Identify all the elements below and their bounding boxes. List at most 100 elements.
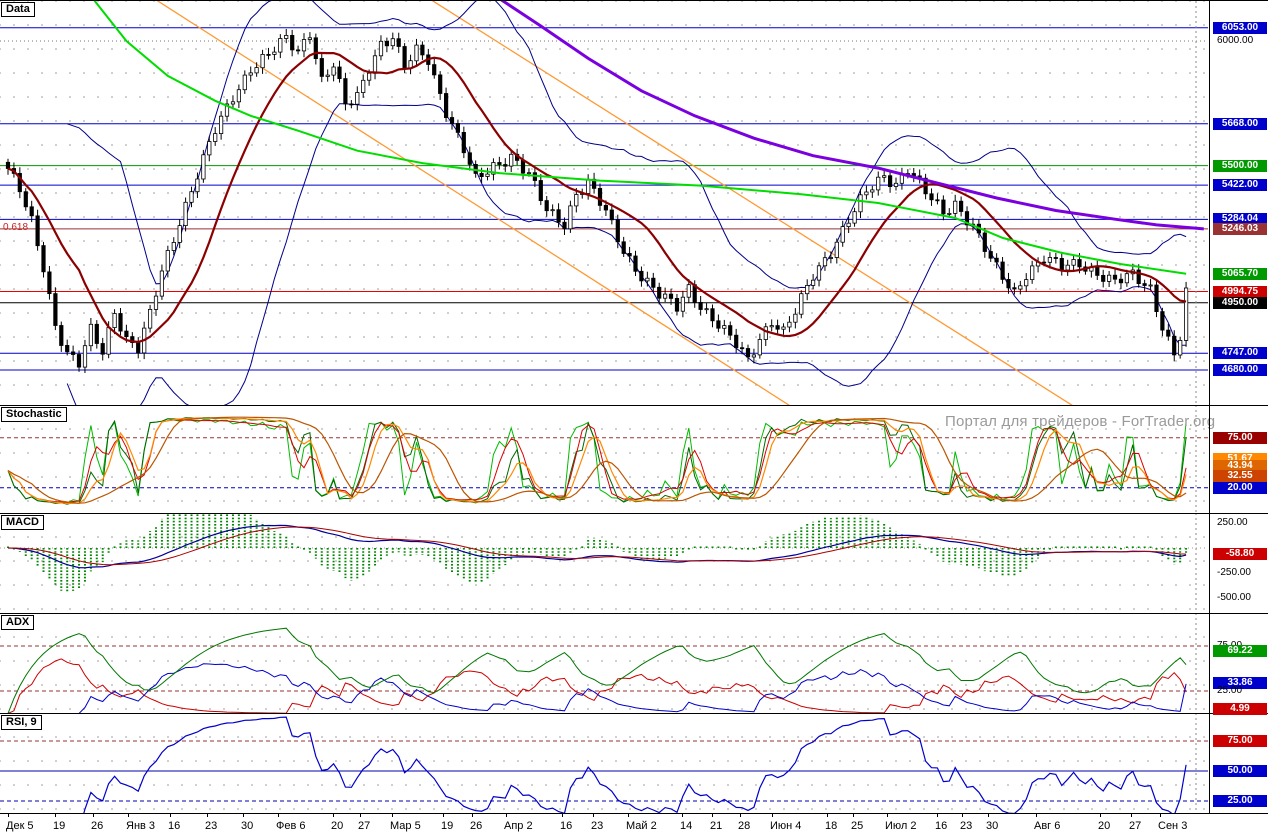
- time-axis-label: Сен 3: [1158, 820, 1188, 832]
- time-axis-label: 26: [91, 820, 104, 832]
- price-label: 5246.03: [1213, 223, 1267, 235]
- time-axis-label: 20: [1098, 820, 1111, 832]
- fib-level-label: 0.618: [3, 222, 29, 233]
- time-axis-label: 18: [825, 820, 838, 832]
- time-axis-label: 23: [205, 820, 218, 832]
- time-axis-tick: [93, 813, 94, 817]
- time-axis-tick: [962, 813, 963, 817]
- time-axis-label: 16: [560, 820, 573, 832]
- time-axis-label: 27: [1129, 820, 1142, 832]
- time-axis-tick: [443, 813, 444, 817]
- price-label: 6053.00: [1213, 22, 1267, 34]
- time-axis-label: 16: [168, 820, 181, 832]
- stochastic-canvas[interactable]: [0, 405, 1210, 513]
- time-axis-label: Янв 3: [126, 820, 156, 832]
- tab-adx[interactable]: ADX: [1, 615, 35, 630]
- price-label: 4680.00: [1213, 364, 1267, 376]
- adx-canvas[interactable]: [0, 613, 1210, 713]
- time-axis-tick: [128, 813, 129, 817]
- time-axis-tick: [8, 813, 9, 817]
- time-axis-tick: [1036, 813, 1037, 817]
- time-axis-label: 27: [358, 820, 371, 832]
- time-axis[interactable]: Дек 5 19 26 Янв 3 16 23 30 Фев 6 20 27 Мар 5 19 26 Ап…: [0, 813, 1268, 835]
- time-axis-tick: [827, 813, 828, 817]
- time-axis-tick: [853, 813, 854, 817]
- price-label: -500.00: [1217, 592, 1251, 603]
- price-label: 250.00: [1217, 517, 1248, 528]
- time-axis-tick: [506, 813, 507, 817]
- time-axis-tick: [712, 813, 713, 817]
- time-axis-tick: [1131, 813, 1132, 817]
- tab-stochastic[interactable]: Stochastic: [1, 407, 67, 422]
- time-axis-label: 23: [960, 820, 973, 832]
- panel-separator[interactable]: [0, 513, 1268, 514]
- time-axis-tick: [360, 813, 361, 817]
- price-label: -58.80: [1213, 548, 1267, 560]
- price-label: 43.94: [1213, 460, 1267, 472]
- panel-separator[interactable]: [0, 713, 1268, 714]
- price-label: 4.99: [1213, 703, 1267, 715]
- main-chart-panel[interactable]: [0, 1, 1210, 405]
- price-label: 5500.00: [1213, 160, 1267, 172]
- time-axis-label: 26: [470, 820, 483, 832]
- time-axis-tick: [682, 813, 683, 817]
- time-axis-tick: [937, 813, 938, 817]
- time-axis-tick: [1100, 813, 1101, 817]
- watermark: Портал для трейдеров - ForTrader.org: [945, 413, 1216, 430]
- price-label: 6000.00: [1217, 35, 1254, 46]
- time-axis-tick: [472, 813, 473, 817]
- adx-panel[interactable]: [0, 613, 1210, 713]
- stochastic-panel[interactable]: [0, 405, 1210, 513]
- time-axis-tick: [170, 813, 171, 817]
- tab-macd[interactable]: MACD: [1, 515, 44, 530]
- time-axis-label: 21: [710, 820, 723, 832]
- candles-series: [5, 29, 1189, 373]
- price-label: 75.00: [1213, 432, 1267, 444]
- time-axis-label: 20: [331, 820, 344, 832]
- time-axis-label: 19: [441, 820, 454, 832]
- trendlines: [156, 1, 1073, 405]
- tab-data[interactable]: Data: [1, 2, 35, 17]
- main-chart-canvas[interactable]: [0, 1, 1210, 405]
- rsi-canvas[interactable]: [0, 713, 1210, 813]
- time-axis-tick: [562, 813, 563, 817]
- time-axis-label: Авг 6: [1034, 820, 1061, 832]
- price-label: 5668.00: [1213, 118, 1267, 130]
- panel-separator[interactable]: [0, 613, 1268, 614]
- time-axis-label: 30: [986, 820, 999, 832]
- price-label: 50.00: [1213, 765, 1267, 777]
- macd-panel[interactable]: [0, 513, 1210, 613]
- panel-separator[interactable]: [0, 405, 1268, 406]
- macd-canvas[interactable]: [0, 513, 1210, 613]
- price-label: 20.00: [1213, 482, 1267, 494]
- time-axis-label: 19: [53, 820, 66, 832]
- time-axis-label: 28: [738, 820, 751, 832]
- time-axis-tick: [55, 813, 56, 817]
- time-axis-tick: [593, 813, 594, 817]
- price-label: 4994.75: [1213, 286, 1267, 298]
- tab-rsi[interactable]: RSI, 9: [1, 715, 42, 730]
- time-axis-tick: [628, 813, 629, 817]
- rsi-panel[interactable]: [0, 713, 1210, 813]
- time-axis-label: Май 2: [626, 820, 657, 832]
- time-axis-label: 14: [680, 820, 693, 832]
- time-axis-tick: [243, 813, 244, 817]
- price-label: 75.00: [1213, 735, 1267, 747]
- price-label: 32.55: [1213, 470, 1267, 482]
- price-label: 25.00: [1213, 795, 1267, 807]
- time-axis-label: Апр 2: [504, 820, 533, 832]
- time-axis-label: Дек 5: [6, 820, 34, 832]
- price-label: 5422.00: [1213, 179, 1267, 191]
- time-axis-tick: [333, 813, 334, 817]
- time-axis-label: 16: [935, 820, 948, 832]
- time-axis-tick: [207, 813, 208, 817]
- price-label: 33.86: [1213, 677, 1267, 689]
- time-axis-tick: [772, 813, 773, 817]
- time-axis-label: Мар 5: [390, 820, 421, 832]
- panel-separator: [0, 813, 1268, 814]
- time-axis-tick: [740, 813, 741, 817]
- price-label: -250.00: [1217, 567, 1251, 578]
- price-label: 69.22: [1213, 645, 1267, 657]
- time-axis-label: Фев 6: [276, 820, 306, 832]
